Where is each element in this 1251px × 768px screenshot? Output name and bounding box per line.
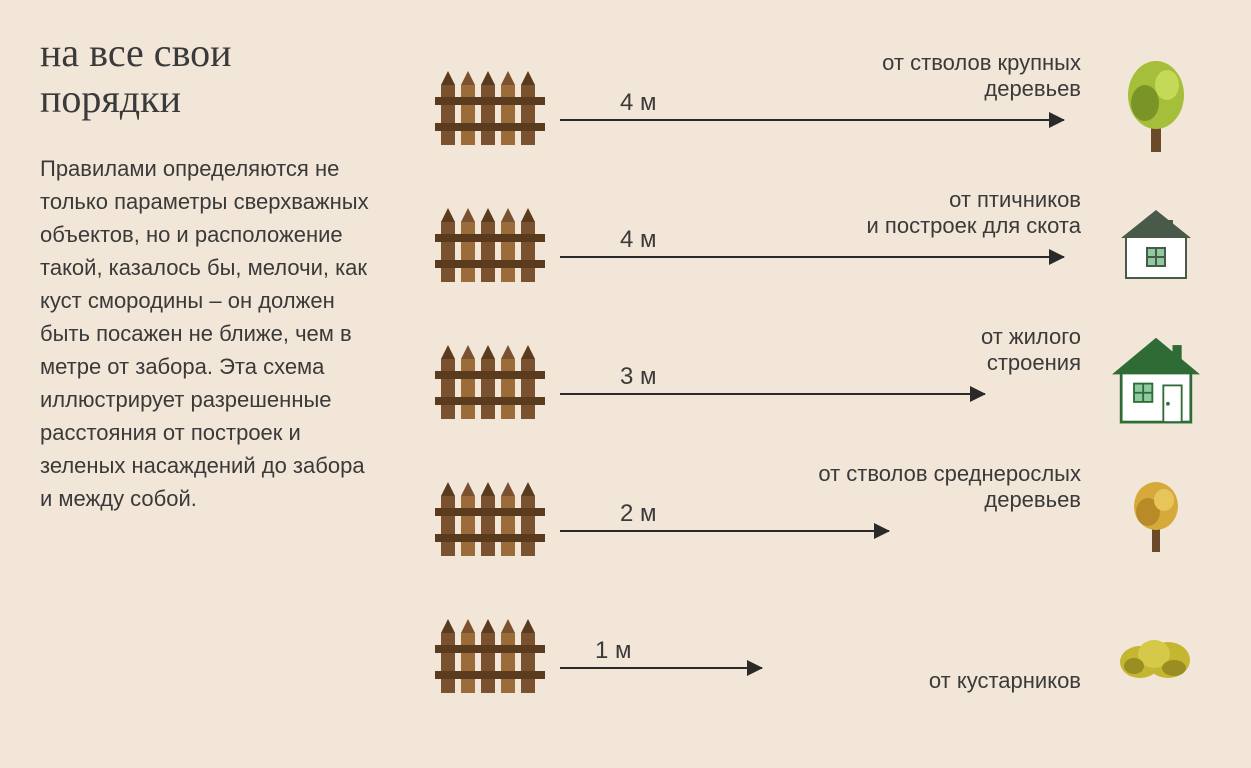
shrub-icon [1091,628,1211,678]
medium-tree-icon [1091,476,1211,556]
row-label: от жилогостроения [981,324,1081,377]
arrow: от кустарников 1 м [560,588,1091,718]
body-paragraph: Правилами определяются не только парамет… [40,152,380,515]
fence-icon [420,202,560,282]
fence-icon [420,339,560,419]
distance-label: 1 м [560,637,1091,665]
row-label: от птичникови построек для скота [867,187,1081,240]
row-label: от стволов крупныхдеревьев [882,50,1081,103]
distance-row-house: от жилогостроения 3 м [420,314,1211,444]
arrow: от жилогостроения 3 м [560,314,1091,444]
house-icon [1091,324,1211,434]
arrow: от стволов среднерослыхдеревьев 2 м [560,451,1091,581]
page-title: на все свои порядки [40,30,380,122]
distance-row-medium-tree: от стволов среднерослыхдеревьев 2 м [420,451,1211,581]
distance-row-large-tree: от стволов крупныхдеревьев 4 м [420,40,1211,170]
large-tree-icon [1091,55,1211,155]
arrow: от птичникови построек для скота 4 м [560,177,1091,307]
diagram-column: от стволов крупныхдеревьев 4 м [420,30,1211,738]
fence-icon [420,476,560,556]
text-column: на все свои порядки Правилами определяют… [40,30,420,738]
fence-icon [420,65,560,145]
fence-icon [420,613,560,693]
distance-row-barn: от птичникови построек для скота 4 м [420,177,1211,307]
arrow: от стволов крупныхдеревьев 4 м [560,40,1091,170]
distance-row-shrub: от кустарников 1 м [420,588,1211,718]
row-label: от стволов среднерослыхдеревьев [818,461,1081,514]
row-label: от кустарников [929,668,1081,694]
barn-icon [1091,202,1211,282]
